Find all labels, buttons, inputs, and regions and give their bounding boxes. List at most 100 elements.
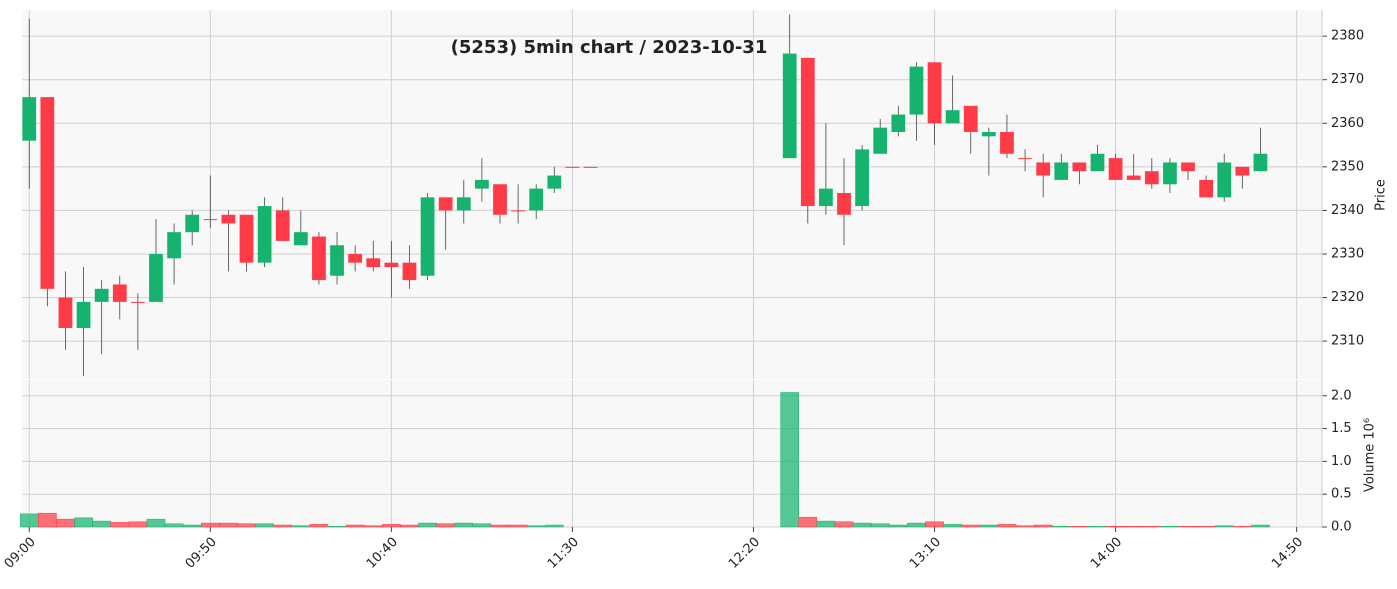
- x-tick-label: 13:10: [907, 535, 944, 572]
- candle-body: [855, 149, 869, 207]
- candle-body: [1163, 162, 1177, 185]
- volume-bar: [237, 523, 256, 528]
- candle-body: [547, 175, 562, 189]
- candle-body: [1018, 158, 1032, 160]
- y-tick-label: 2370: [1331, 72, 1364, 87]
- candle-body: [1036, 162, 1051, 176]
- volume-tick-label: 0.5: [1331, 487, 1352, 502]
- candle-body: [384, 262, 399, 268]
- volume-bar: [200, 522, 220, 528]
- candle-body: [149, 253, 163, 302]
- candle-body: [1253, 153, 1268, 172]
- candle-body: [1090, 153, 1105, 172]
- candle-body: [456, 197, 471, 211]
- candle-body: [167, 232, 181, 259]
- candle-body: [511, 210, 525, 212]
- candle-body: [221, 214, 236, 224]
- volume-bar: [472, 523, 492, 528]
- volume-bar: [92, 520, 111, 528]
- volume-bar: [1142, 526, 1162, 528]
- marks: [19, 14, 1270, 528]
- candle-body: [312, 236, 326, 281]
- volume-bar: [309, 524, 329, 528]
- candle-body: [873, 127, 888, 154]
- candle-body: [438, 197, 453, 211]
- chart-title: (5253) 5min chart / 2023-10-31: [451, 37, 768, 58]
- volume-bar: [870, 523, 890, 528]
- y-tick-label: 2330: [1331, 246, 1364, 261]
- volume-bar: [363, 525, 383, 528]
- volume-bar: [56, 518, 75, 528]
- candle-body: [275, 210, 290, 241]
- candle-body: [94, 288, 109, 302]
- volume-bar: [961, 524, 981, 528]
- volume-bar: [382, 524, 401, 528]
- y-tick-label: 2360: [1331, 116, 1364, 131]
- volume-bar: [526, 525, 546, 528]
- x-tick-label: 12:20: [726, 535, 763, 572]
- volume-bar: [1160, 526, 1180, 528]
- volume-bar: [418, 522, 437, 528]
- x-tick-label: 14:00: [1088, 535, 1125, 572]
- candle-body: [1108, 158, 1123, 180]
- candle-body: [58, 297, 73, 329]
- candle-body: [1000, 131, 1014, 154]
- x-tick-label: 14:50: [1269, 535, 1306, 572]
- volume-bar: [925, 521, 944, 528]
- candle-body: [1181, 162, 1195, 172]
- candle-body: [837, 192, 851, 215]
- y-tick-label: 2310: [1331, 334, 1364, 349]
- volume-bar: [128, 521, 148, 528]
- volume-bar: [1251, 524, 1270, 528]
- candle-body: [112, 284, 127, 302]
- volume-bar: [889, 524, 908, 528]
- volume-bar: [255, 523, 274, 528]
- volume-bar: [907, 522, 926, 528]
- x-tick-label: 11:30: [545, 535, 582, 572]
- volume-bar: [852, 522, 872, 528]
- x-tick-label: 10:40: [364, 535, 401, 572]
- candle-body: [963, 105, 978, 132]
- volume-bar: [74, 517, 93, 528]
- volume-bar: [327, 526, 347, 528]
- volume-bar: [1233, 526, 1252, 528]
- y-axis-label: Price: [1374, 179, 1389, 211]
- candle-body: [927, 62, 942, 124]
- candle-body: [819, 188, 833, 207]
- candle-body: [402, 262, 417, 281]
- volume-bar: [110, 522, 130, 528]
- volume-bar: [219, 522, 238, 528]
- candle-body: [1199, 179, 1214, 198]
- candle-body: [981, 131, 996, 137]
- volume-bar: [19, 513, 39, 528]
- volume-bar: [1033, 524, 1053, 528]
- volume-bar: [780, 392, 799, 528]
- candle-body: [366, 258, 381, 268]
- candle-body: [185, 214, 200, 233]
- y-tick-label: 2320: [1331, 290, 1364, 305]
- volume-bar: [1124, 526, 1144, 528]
- candle-body: [203, 219, 218, 221]
- volume-bar: [834, 521, 854, 528]
- candle-body: [257, 206, 272, 263]
- candle-body: [1217, 162, 1232, 198]
- volume-bar: [345, 524, 365, 528]
- volume-bar: [454, 522, 474, 528]
- y-tick-label: 2380: [1331, 29, 1364, 44]
- volume-panel: [22, 380, 1322, 527]
- y-tick-label: 2340: [1331, 203, 1364, 218]
- volume-bar: [1196, 526, 1216, 528]
- grid: [22, 10, 1322, 528]
- volume-bar: [1015, 525, 1035, 528]
- volume-bar: [1051, 526, 1071, 528]
- candle-body: [909, 66, 924, 115]
- volume-bar: [38, 512, 57, 528]
- volume-bar: [798, 516, 818, 528]
- volume-bar: [943, 524, 962, 528]
- volume-bar: [1214, 525, 1234, 528]
- x-tick-label: 09:00: [2, 535, 39, 572]
- candle-body: [420, 197, 435, 276]
- volume-tick-label: 1.0: [1331, 454, 1352, 469]
- candle-body: [348, 253, 363, 263]
- volume-axis-label: Volume 10⁶: [1363, 418, 1378, 492]
